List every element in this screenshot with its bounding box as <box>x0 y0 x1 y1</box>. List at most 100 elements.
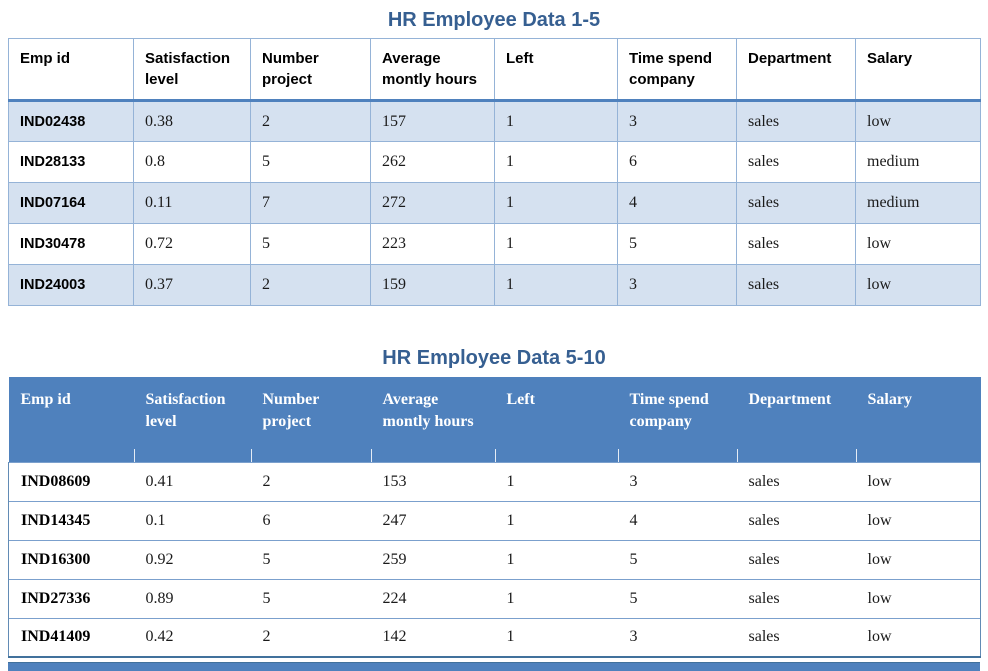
cell-time-spend-company: 3 <box>617 264 737 306</box>
cell-average-montly-hours: 247 <box>370 500 495 540</box>
cell-satisfaction-level: 0.42 <box>133 617 251 658</box>
cell-department: sales <box>736 461 856 501</box>
t2-header-satisfaction-level: Satisfaction level <box>133 377 251 462</box>
t1-header-time-spend-company: Time spend company <box>617 38 737 102</box>
cell-satisfaction-level: 0.41 <box>133 461 251 501</box>
cell-number-project: 2 <box>250 264 371 306</box>
t1-header-left: Left <box>494 38 618 102</box>
cell-department: sales <box>736 182 856 224</box>
cell-emp-id: IND07164 <box>8 182 134 224</box>
cell-emp-id: IND14345 <box>8 500 134 540</box>
cell-time-spend-company: 3 <box>617 617 737 658</box>
cell-number-project: 2 <box>250 461 371 501</box>
cell-salary: low <box>855 264 981 306</box>
table-row: IND24003 0.37 2 159 1 3 sales low <box>8 264 981 306</box>
table-row: IND27336 0.89 5 224 1 5 sales low <box>8 578 981 618</box>
cell-number-project: 5 <box>250 223 371 265</box>
cell-department: sales <box>736 500 856 540</box>
cell-salary: low <box>855 223 981 265</box>
cell-number-project: 5 <box>250 141 371 183</box>
t2-header-salary: Salary <box>855 377 981 462</box>
table1-title: HR Employee Data 1-5 <box>387 9 601 31</box>
cell-department: sales <box>736 264 856 306</box>
next-table-header-strip <box>8 662 980 671</box>
cell-emp-id: IND24003 <box>8 264 134 306</box>
cell-time-spend-company: 3 <box>617 100 737 142</box>
table-row: IND02438 0.38 2 157 1 3 sales low <box>8 100 981 142</box>
t2-header-number-project: Number project <box>250 377 371 462</box>
cell-average-montly-hours: 142 <box>370 617 495 658</box>
t1-header-satisfaction-level: Satisfaction level <box>133 38 251 102</box>
cell-average-montly-hours: 223 <box>370 223 495 265</box>
hr-table-5-10: Emp id Satisfaction level Number project… <box>8 377 981 658</box>
cell-time-spend-company: 4 <box>617 500 737 540</box>
cell-satisfaction-level: 0.89 <box>133 578 251 618</box>
table2-title: HR Employee Data 5-10 <box>382 347 606 369</box>
t2-header-department: Department <box>736 377 856 462</box>
table-row: IND30478 0.72 5 223 1 5 sales low <box>8 223 981 265</box>
table2-header-row: Emp id Satisfaction level Number project… <box>8 377 981 462</box>
cell-satisfaction-level: 0.11 <box>133 182 251 224</box>
t1-header-department: Department <box>736 38 856 102</box>
cell-satisfaction-level: 0.8 <box>133 141 251 183</box>
cell-left: 1 <box>494 182 618 224</box>
cell-time-spend-company: 3 <box>617 461 737 501</box>
cell-satisfaction-level: 0.37 <box>133 264 251 306</box>
cell-average-montly-hours: 259 <box>370 539 495 579</box>
cell-department: sales <box>736 617 856 658</box>
cell-average-montly-hours: 157 <box>370 100 495 142</box>
cell-left: 1 <box>494 578 618 618</box>
t1-header-average-montly-hours: Average montly hours <box>370 38 495 102</box>
t1-header-emp-id: Emp id <box>8 38 134 102</box>
cell-emp-id: IND16300 <box>8 539 134 579</box>
cell-satisfaction-level: 0.38 <box>133 100 251 142</box>
cell-left: 1 <box>494 539 618 579</box>
cell-emp-id: IND41409 <box>8 617 134 658</box>
cell-time-spend-company: 5 <box>617 578 737 618</box>
t2-header-left: Left <box>494 377 618 462</box>
cell-number-project: 6 <box>250 500 371 540</box>
cell-department: sales <box>736 578 856 618</box>
cell-left: 1 <box>494 617 618 658</box>
cell-department: sales <box>736 223 856 265</box>
t1-header-number-project: Number project <box>250 38 371 102</box>
cell-time-spend-company: 5 <box>617 539 737 579</box>
cell-emp-id: IND27336 <box>8 578 134 618</box>
cell-left: 1 <box>494 264 618 306</box>
cell-salary: low <box>855 578 981 618</box>
cell-number-project: 2 <box>250 100 371 142</box>
cell-average-montly-hours: 272 <box>370 182 495 224</box>
t1-header-salary: Salary <box>855 38 981 102</box>
cell-average-montly-hours: 224 <box>370 578 495 618</box>
t2-header-average-montly-hours: Average montly hours <box>370 377 495 462</box>
cell-salary: low <box>855 461 981 501</box>
cell-left: 1 <box>494 500 618 540</box>
cell-salary: low <box>855 100 981 142</box>
cell-salary: low <box>855 539 981 579</box>
cell-time-spend-company: 6 <box>617 141 737 183</box>
cell-number-project: 2 <box>250 617 371 658</box>
cell-department: sales <box>736 539 856 579</box>
table-row: IND28133 0.8 5 262 1 6 sales medium <box>8 141 981 183</box>
cell-time-spend-company: 5 <box>617 223 737 265</box>
cell-satisfaction-level: 0.1 <box>133 500 251 540</box>
cell-average-montly-hours: 153 <box>370 461 495 501</box>
cell-number-project: 5 <box>250 578 371 618</box>
table-row: IND16300 0.92 5 259 1 5 sales low <box>8 539 981 579</box>
cell-left: 1 <box>494 461 618 501</box>
cell-satisfaction-level: 0.92 <box>133 539 251 579</box>
table-row: IND07164 0.11 7 272 1 4 sales medium <box>8 182 981 224</box>
cell-salary: low <box>855 500 981 540</box>
cell-emp-id: IND28133 <box>8 141 134 183</box>
cell-emp-id: IND30478 <box>8 223 134 265</box>
cell-emp-id: IND02438 <box>8 100 134 142</box>
cell-salary: medium <box>855 141 981 183</box>
cell-department: sales <box>736 100 856 142</box>
cell-average-montly-hours: 159 <box>370 264 495 306</box>
table-row: IND41409 0.42 2 142 1 3 sales low <box>8 617 981 658</box>
cell-salary: low <box>855 617 981 658</box>
cell-salary: medium <box>855 182 981 224</box>
cell-emp-id: IND08609 <box>8 461 134 501</box>
table-row: IND08609 0.41 2 153 1 3 sales low <box>8 461 981 501</box>
